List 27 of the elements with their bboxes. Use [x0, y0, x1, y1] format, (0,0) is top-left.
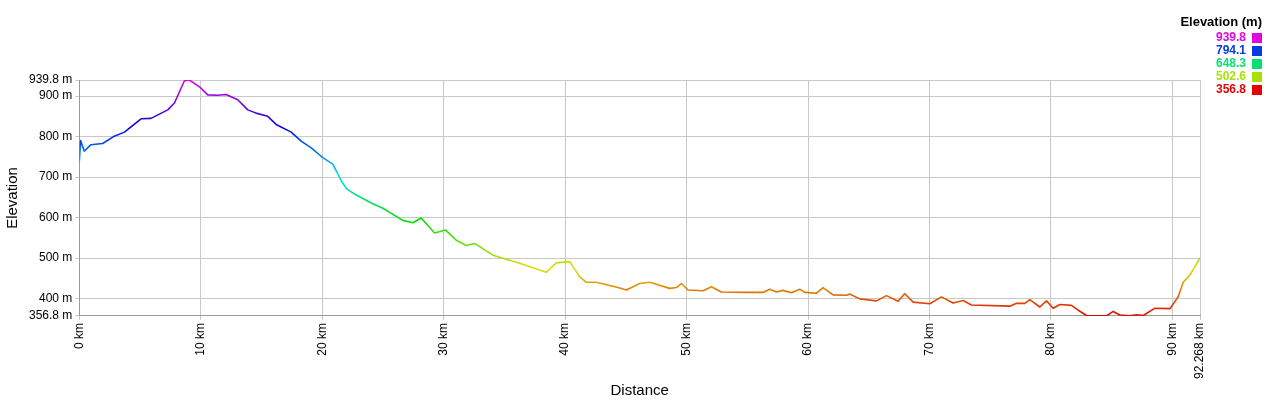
y-tick-label: 939.8 m	[29, 72, 73, 87]
x-tick-label: 40 km	[557, 322, 572, 356]
x-tick-label: 0 km	[71, 322, 86, 349]
x-tick-label: 20 km	[314, 322, 329, 356]
color-bar-label: 502.6	[1215, 69, 1247, 84]
x-axis-title: Distance	[610, 381, 669, 399]
y-tick-label: 600 m	[39, 209, 73, 224]
y-tick-label: 700 m	[39, 169, 73, 184]
y-tick-label: 356.8 m	[29, 308, 73, 323]
x-tick-label: 50 km	[678, 322, 693, 356]
x-tick-label: 70 km	[921, 322, 936, 356]
y-tick-label: 900 m	[39, 88, 73, 103]
y-tick-label: 800 m	[39, 128, 73, 143]
color-bar-label: 794.1	[1215, 43, 1247, 58]
y-tick-label: 500 m	[39, 250, 73, 265]
x-tick-label: 60 km	[800, 322, 815, 356]
y-tick-label: 400 m	[39, 290, 73, 305]
color-bar-label: 356.8	[1215, 82, 1247, 97]
color-bar-title: Elevation (m)	[1180, 13, 1262, 29]
color-bar-label: 939.8	[1215, 30, 1247, 45]
x-tick-label: 80 km	[1043, 322, 1058, 356]
x-tick-label: 90 km	[1164, 322, 1179, 356]
x-tick-label: 92.268 km	[1192, 322, 1207, 380]
x-tick-label: 30 km	[436, 322, 451, 356]
y-axis-title: Elevation	[3, 167, 21, 229]
color-bar-label: 648.3	[1215, 56, 1247, 71]
x-tick-label: 10 km	[193, 322, 208, 356]
